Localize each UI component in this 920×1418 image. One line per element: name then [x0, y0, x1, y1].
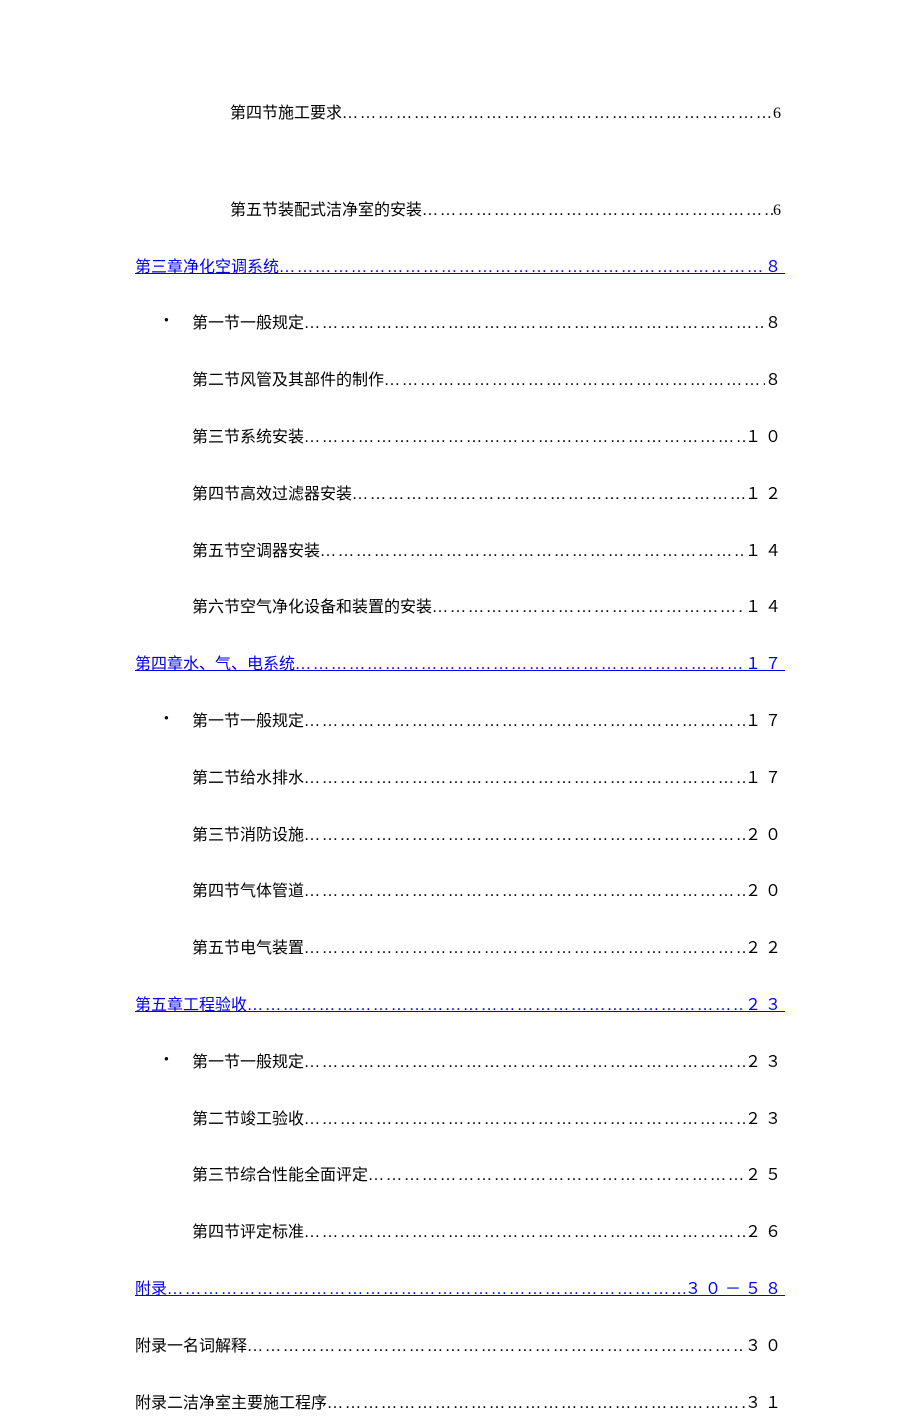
toc-leader: ……………………………………………………………………………………………………… [279, 254, 765, 283]
toc-entry: 第五节装配式洁净室的安装…………………………………………………………………………… [135, 197, 785, 226]
toc-entry: ● 第一节一般规定……………………………………………………………………………………… [135, 1049, 785, 1078]
toc-title: 附录一名词解释 [135, 1333, 247, 1362]
toc-entry: 第四节施工要求………………………………………………………………………………………… [135, 100, 785, 129]
toc-page: ３１ [745, 1390, 785, 1418]
toc-page: ２０ [745, 822, 785, 851]
toc-leader: ……………………………………………………………………………………………………… [304, 822, 745, 851]
table-of-contents: 第四节施工要求………………………………………………………………………………………… [135, 100, 785, 1418]
toc-entry: 第二节风管及其部件的制作…………………………………………………………………………… [135, 367, 785, 396]
toc-title: 第五章工程验收 [135, 992, 247, 1021]
toc-leader: ……………………………………………………………………………………………………… [304, 1049, 745, 1078]
toc-entry: 第四节高效过滤器安装………………………………………………………………………………… [135, 481, 785, 510]
toc-entry: 附录一名词解释………………………………………………………………………………………… [135, 1333, 785, 1362]
toc-entry: 第四节气体管道………………………………………………………………………………………… [135, 878, 785, 907]
toc-title: 第二节给水排水 [192, 765, 304, 794]
bullet-icon: ● [164, 310, 169, 330]
toc-title: 附录二洁净室主要施工程序 [135, 1390, 327, 1418]
toc-title: 第四节高效过滤器安装 [192, 481, 352, 510]
toc-leader: ……………………………………………………………………………………………………… [304, 935, 745, 964]
toc-page: ２３ [745, 1106, 785, 1135]
toc-title: 第四节气体管道 [192, 878, 304, 907]
toc-page: ８ [765, 254, 785, 283]
toc-entry[interactable]: 第四章水、气、电系统………………………………………………………………………………… [135, 651, 785, 680]
toc-entry: 第二节竣工验收………………………………………………………………………………………… [135, 1106, 785, 1135]
toc-title: 第三节系统安装 [192, 424, 304, 453]
toc-leader: ……………………………………………………………………………………………………… [304, 765, 745, 794]
toc-leader: ……………………………………………………………………………………………………… [384, 367, 765, 396]
toc-leader: ……………………………………………………………………………………………………… [342, 100, 773, 129]
toc-page: １７ [745, 651, 785, 680]
toc-entry: 附录二洁净室主要施工程序…………………………………………………………………………… [135, 1390, 785, 1418]
toc-entry: 第三节系统安装………………………………………………………………………………………… [135, 424, 785, 453]
toc-leader: ……………………………………………………………………………………………………… [247, 1333, 745, 1362]
toc-leader: ……………………………………………………………………………………………………… [422, 197, 773, 226]
toc-page: ２６ [745, 1219, 785, 1248]
toc-entry: 第二节给水排水………………………………………………………………………………………… [135, 765, 785, 794]
toc-page: 6 [773, 197, 785, 226]
toc-page: 6 [773, 100, 785, 129]
toc-page: １４ [745, 594, 785, 623]
toc-entry: 第五节电气装置………………………………………………………………………………………… [135, 935, 785, 964]
toc-page: １２ [745, 481, 785, 510]
toc-title: 第五节空调器安装 [192, 538, 320, 567]
toc-page: １７ [745, 765, 785, 794]
spacer [135, 157, 785, 197]
toc-entry: ● 第一节一般规定……………………………………………………………………………………… [135, 708, 785, 737]
toc-title: 第四章水、气、电系统 [135, 651, 295, 680]
toc-page: ２０ [745, 878, 785, 907]
toc-entry: 第五节空调器安装……………………………………………………………………………………… [135, 538, 785, 567]
toc-leader: ……………………………………………………………………………………………………… [432, 594, 745, 623]
toc-page: １０ [745, 424, 785, 453]
toc-leader: ……………………………………………………………………………………………………… [167, 1276, 685, 1305]
toc-entry[interactable]: 第三章净化空调系统…………………………………………………………………………………… [135, 254, 785, 283]
toc-title: 第二节竣工验收 [192, 1106, 304, 1135]
toc-page: １４ [745, 538, 785, 567]
toc-title: 第三节消防设施 [192, 822, 304, 851]
toc-entry: 第三节消防设施………………………………………………………………………………………… [135, 822, 785, 851]
toc-page: ２３ [745, 1049, 785, 1078]
toc-page: ８ [765, 310, 785, 339]
toc-title: 第一节一般规定 [192, 1049, 304, 1078]
toc-page: ３０－５８ [685, 1276, 785, 1305]
toc-title: 第一节一般规定 [192, 310, 304, 339]
toc-title: 第二节风管及其部件的制作 [192, 367, 384, 396]
toc-page: ８ [765, 367, 785, 396]
toc-leader: ……………………………………………………………………………………………………… [247, 992, 745, 1021]
toc-title: 第三节综合性能全面评定 [192, 1162, 368, 1191]
toc-title: 第四节施工要求 [230, 100, 342, 129]
toc-entry: 第四节评定标准………………………………………………………………………………………… [135, 1219, 785, 1248]
bullet-icon: ● [164, 708, 169, 728]
toc-title: 第一节一般规定 [192, 708, 304, 737]
toc-title: 第六节空气净化设备和装置的安装 [192, 594, 432, 623]
toc-leader: ……………………………………………………………………………………………………… [320, 538, 745, 567]
toc-page: ３０ [745, 1333, 785, 1362]
toc-page: ２５ [745, 1162, 785, 1191]
toc-page: １７ [745, 708, 785, 737]
toc-entry: 第六节空气净化设备和装置的安装…………………………………………………………………… [135, 594, 785, 623]
toc-page: ２３ [745, 992, 785, 1021]
toc-entry: ● 第一节一般规定……………………………………………………………………………………… [135, 310, 785, 339]
toc-entry[interactable]: 附录……………………………………………………………………………………………………… [135, 1276, 785, 1305]
toc-leader: ……………………………………………………………………………………………………… [352, 481, 745, 510]
bullet-icon: ● [164, 1049, 169, 1069]
toc-leader: ……………………………………………………………………………………………………… [295, 651, 745, 680]
toc-title: 第五节电气装置 [192, 935, 304, 964]
toc-page: ２２ [745, 935, 785, 964]
toc-leader: ……………………………………………………………………………………………………… [304, 878, 745, 907]
toc-entry[interactable]: 第五章工程验收………………………………………………………………………………………… [135, 992, 785, 1021]
toc-leader: ……………………………………………………………………………………………………… [327, 1390, 745, 1418]
toc-leader: ……………………………………………………………………………………………………… [304, 708, 745, 737]
toc-leader: ……………………………………………………………………………………………………… [304, 1106, 745, 1135]
toc-leader: ……………………………………………………………………………………………………… [304, 424, 745, 453]
toc-title: 第五节装配式洁净室的安装 [230, 197, 422, 226]
toc-title: 附录 [135, 1276, 167, 1305]
toc-title: 第四节评定标准 [192, 1219, 304, 1248]
toc-title: 第三章净化空调系统 [135, 254, 279, 283]
toc-leader: ……………………………………………………………………………………………………… [368, 1162, 745, 1191]
toc-entry: 第三节综合性能全面评定……………………………………………………………………………… [135, 1162, 785, 1191]
toc-leader: ……………………………………………………………………………………………………… [304, 310, 765, 339]
toc-leader: ……………………………………………………………………………………………………… [304, 1219, 745, 1248]
